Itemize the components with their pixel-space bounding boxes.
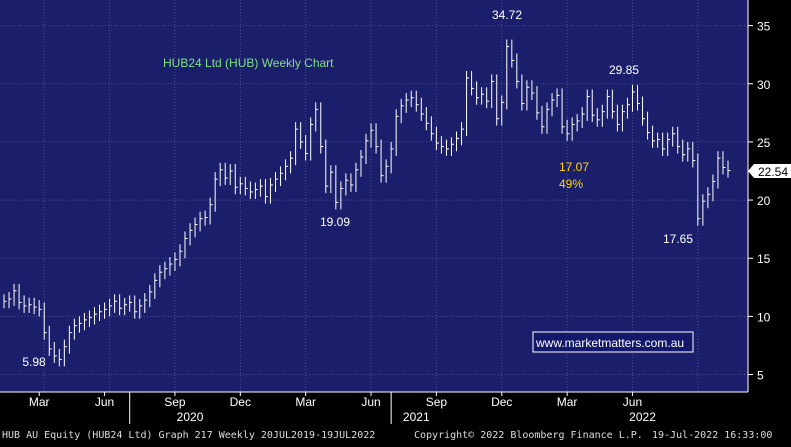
price-annotation: 17.07: [559, 160, 589, 174]
price-annotation: 17.65: [663, 232, 693, 246]
y-tick-label: 25: [757, 136, 771, 150]
y-tick-label: 5: [757, 369, 764, 383]
y-tick-label: 30: [757, 78, 771, 92]
plot-area: [0, 0, 748, 392]
x-year-label: 2021: [403, 410, 430, 424]
price-annotation: 19.09: [320, 215, 350, 229]
x-tick-label: Jun: [623, 395, 642, 409]
x-tick-label: Jun: [95, 395, 114, 409]
x-tick-label: Mar: [295, 395, 316, 409]
watermark[interactable]: www.marketmatters.com.au: [532, 331, 694, 353]
watermark-link[interactable]: www.marketmatters.com.au: [535, 336, 684, 350]
footer-bar: [0, 425, 791, 442]
right-axis-panel: [748, 0, 791, 392]
x-tick-label: Sep: [164, 395, 186, 409]
x-tick-label: Dec: [230, 395, 251, 409]
last-price-label: 22.54: [758, 165, 788, 179]
footer-copyright: Copyright© 2022 Bloomberg Finance L.P.: [414, 430, 643, 441]
x-year-label: 2020: [177, 410, 204, 424]
y-tick-label: 20: [757, 194, 771, 208]
x-tick-label: Sep: [426, 395, 448, 409]
y-tick-label: 10: [757, 310, 771, 324]
x-tick-label: Jun: [361, 395, 380, 409]
price-annotation: 49%: [559, 177, 583, 191]
price-annotation: 34.72: [492, 8, 522, 22]
footer-security-info: HUB AU Equity (HUB24 Ltd) Graph 217 Week…: [2, 430, 375, 441]
x-year-label: 2022: [629, 410, 656, 424]
footer-timestamp: 19-Jul-2022 16:33:00: [652, 430, 772, 441]
last-price-marker: 22.54: [748, 164, 791, 179]
price-annotation: 29.85: [609, 63, 639, 77]
x-tick-label: Dec: [491, 395, 512, 409]
x-tick-label: Mar: [29, 395, 50, 409]
y-tick-label: 15: [757, 252, 771, 266]
chart-title: HUB24 Ltd (HUB) Weekly Chart: [163, 56, 334, 70]
price-annotation: 5.98: [22, 355, 46, 369]
y-tick-label: 35: [757, 20, 771, 34]
x-tick-label: Mar: [557, 395, 578, 409]
